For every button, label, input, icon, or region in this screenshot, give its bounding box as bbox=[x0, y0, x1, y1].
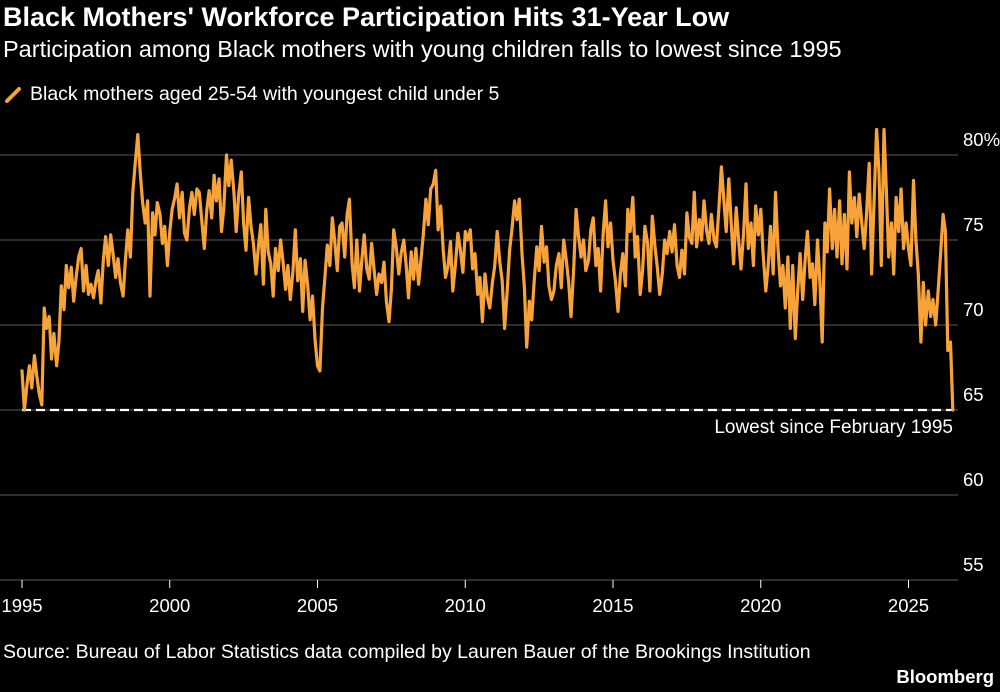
legend-label: Black mothers aged 25-54 with youngest c… bbox=[30, 83, 500, 105]
reference-line-group: Lowest since February 1995 bbox=[22, 408, 953, 438]
grid-lines bbox=[0, 154, 958, 581]
x-tick-label: 2015 bbox=[592, 595, 633, 616]
series-group bbox=[20, 127, 955, 412]
series-line-0 bbox=[20, 127, 955, 412]
chart-legend: Black mothers aged 25-54 with youngest c… bbox=[4, 83, 499, 106]
chart-subtitle: Participation among Black mothers with y… bbox=[3, 36, 842, 62]
chart-title: Black Mothers' Workforce Participation H… bbox=[3, 2, 730, 32]
y-tick-label: 75 bbox=[963, 214, 984, 235]
y-tick-label: 55 bbox=[963, 554, 984, 575]
x-tick-label: 2000 bbox=[149, 595, 190, 616]
x-tick-label: 1995 bbox=[1, 595, 42, 616]
x-tick-label: 2005 bbox=[297, 595, 338, 616]
y-tick-label: 80% bbox=[963, 129, 1000, 150]
legend-line-icon bbox=[5, 86, 21, 103]
y-axis-ticks: 55 60 65 70 75 80% bbox=[963, 129, 1000, 575]
x-axis-ticks: 1995 2000 2005 2010 2015 2020 2025 bbox=[1, 580, 929, 616]
y-tick-label: 60 bbox=[963, 469, 984, 490]
annotation-label: Lowest since February 1995 bbox=[714, 417, 953, 438]
source-note: Source: Bureau of Labor Statistics data … bbox=[3, 641, 811, 663]
brand-logo: Bloomberg bbox=[896, 666, 994, 687]
x-tick-label: 2010 bbox=[445, 595, 486, 616]
x-tick-label: 2020 bbox=[740, 595, 781, 616]
x-tick-label: 2025 bbox=[888, 595, 929, 616]
y-tick-label: 65 bbox=[963, 384, 984, 405]
y-tick-label: 70 bbox=[963, 299, 984, 320]
